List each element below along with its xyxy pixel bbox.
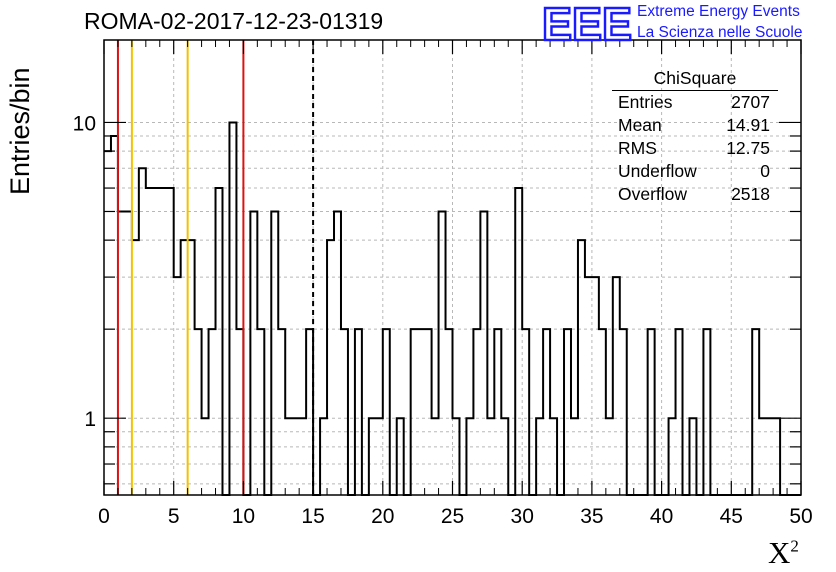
stats-label: Underflow xyxy=(618,161,697,181)
stats-label: Overflow xyxy=(618,184,688,204)
stats-value: 2707 xyxy=(731,92,770,112)
x-tick-label: 0 xyxy=(98,505,110,528)
x-tick-label: 40 xyxy=(650,505,673,528)
x-axis-label-base: X xyxy=(768,535,791,570)
logo-line-1: Extreme Energy Events xyxy=(637,3,800,20)
stats-value: 12.75 xyxy=(726,138,770,158)
stats-divider xyxy=(612,90,778,91)
marker-lines xyxy=(116,40,315,495)
eee-logo-mark: EEE xyxy=(542,0,632,46)
stats-label: Mean xyxy=(618,115,662,135)
stats-value: 2518 xyxy=(731,184,770,204)
stats-value: 0 xyxy=(760,161,770,181)
stats-value: 14.91 xyxy=(726,115,770,135)
stats-row-entries: Entries 2707 xyxy=(612,91,778,114)
x-axis-label: X2 xyxy=(768,535,799,571)
logo-line-2: La Scienza nelle Scuole xyxy=(637,24,803,41)
x-tick-label: 45 xyxy=(720,505,743,528)
stats-label: Entries xyxy=(618,92,673,112)
stats-title: ChiSquare xyxy=(653,68,737,88)
y-tick-label: 10 xyxy=(73,112,96,135)
x-tick-label: 30 xyxy=(511,505,534,528)
x-tick-label: 35 xyxy=(580,505,603,528)
x-tick-label: 50 xyxy=(789,505,812,528)
x-tick-label: 10 xyxy=(232,505,255,528)
run-title: ROMA-02-2017-12-23-01319 xyxy=(84,8,384,34)
x-tick-label: 15 xyxy=(301,505,324,528)
y-axis-label: Entries/bin xyxy=(5,67,35,195)
stats-box: ChiSquare Entries 2707 Mean 14.91 RMS 12.75… xyxy=(612,67,778,206)
stats-label: RMS xyxy=(618,138,657,158)
axis-ticks xyxy=(103,40,802,495)
x-tick-label: 25 xyxy=(441,505,464,528)
eee-logo: EEE xyxy=(541,0,634,46)
stats-row-rms: RMS 12.75 xyxy=(612,137,778,160)
stats-row-underflow: Underflow 0 xyxy=(612,160,778,183)
stats-row-mean: Mean 14.91 xyxy=(612,114,778,137)
x-axis-label-superscript: 2 xyxy=(790,536,799,556)
stats-row-overflow: Overflow 2518 xyxy=(612,183,778,206)
y-tick-label: 1 xyxy=(84,408,96,431)
tick-labels: 0 5 10 15 20 25 30 35 40 45 50 1 10 xyxy=(73,112,813,528)
x-tick-label: 5 xyxy=(168,505,180,528)
x-tick-label: 20 xyxy=(371,505,394,528)
